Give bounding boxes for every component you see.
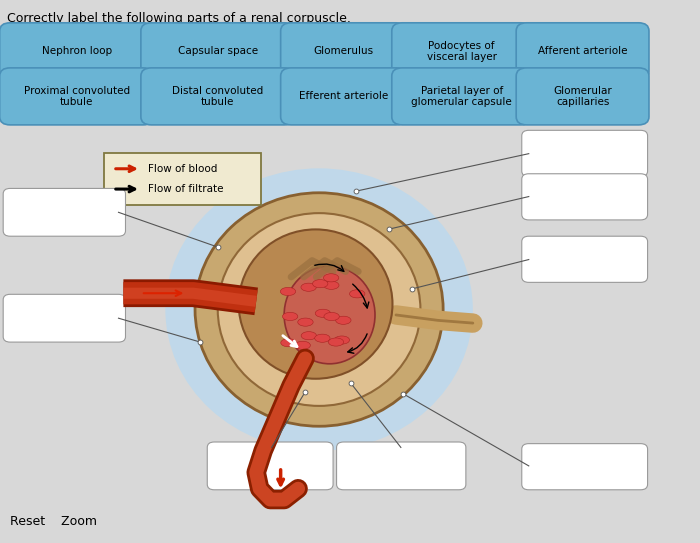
- FancyBboxPatch shape: [0, 23, 153, 80]
- FancyBboxPatch shape: [4, 188, 125, 236]
- Text: Proximal convoluted
tubule: Proximal convoluted tubule: [24, 86, 130, 107]
- Ellipse shape: [195, 193, 443, 426]
- Text: Efferent arteriole: Efferent arteriole: [299, 91, 388, 102]
- Text: Glomerular
capillaries: Glomerular capillaries: [553, 86, 612, 107]
- Text: Capsular space: Capsular space: [178, 46, 258, 56]
- Ellipse shape: [323, 274, 339, 282]
- FancyBboxPatch shape: [4, 294, 125, 342]
- FancyBboxPatch shape: [516, 68, 649, 125]
- Ellipse shape: [218, 213, 421, 406]
- Text: Distal convoluted
tubule: Distal convoluted tubule: [172, 86, 263, 107]
- FancyBboxPatch shape: [104, 153, 261, 205]
- FancyBboxPatch shape: [141, 68, 295, 125]
- Ellipse shape: [282, 312, 298, 320]
- FancyBboxPatch shape: [522, 130, 648, 176]
- Ellipse shape: [281, 339, 296, 347]
- Ellipse shape: [301, 332, 316, 340]
- Text: Flow of blood: Flow of blood: [148, 164, 217, 174]
- Text: Afferent arteriole: Afferent arteriole: [538, 46, 627, 56]
- FancyBboxPatch shape: [0, 68, 153, 125]
- Ellipse shape: [349, 290, 365, 298]
- FancyBboxPatch shape: [207, 442, 333, 490]
- Ellipse shape: [301, 283, 316, 291]
- Ellipse shape: [295, 341, 310, 349]
- Ellipse shape: [323, 281, 339, 289]
- Ellipse shape: [165, 168, 473, 451]
- Text: Correctly label the following parts of a renal corpuscle.: Correctly label the following parts of a…: [7, 12, 351, 25]
- FancyBboxPatch shape: [337, 442, 466, 490]
- FancyBboxPatch shape: [392, 23, 531, 80]
- Text: Flow of filtrate: Flow of filtrate: [148, 184, 223, 194]
- Ellipse shape: [284, 266, 375, 364]
- Ellipse shape: [334, 336, 349, 344]
- FancyBboxPatch shape: [281, 23, 407, 80]
- Ellipse shape: [298, 318, 313, 326]
- Text: Podocytes of
visceral layer: Podocytes of visceral layer: [427, 41, 497, 62]
- Ellipse shape: [324, 312, 340, 320]
- FancyBboxPatch shape: [522, 174, 648, 220]
- FancyBboxPatch shape: [141, 23, 295, 80]
- FancyBboxPatch shape: [392, 68, 531, 125]
- Text: Parietal layer of
glomerular capsule: Parietal layer of glomerular capsule: [412, 86, 512, 107]
- FancyBboxPatch shape: [281, 68, 407, 125]
- FancyBboxPatch shape: [522, 236, 648, 282]
- Ellipse shape: [336, 316, 351, 324]
- Text: Glomerulus: Glomerulus: [314, 46, 374, 56]
- Ellipse shape: [315, 309, 330, 317]
- Ellipse shape: [315, 334, 330, 342]
- Ellipse shape: [280, 287, 295, 295]
- Text: Nephron loop: Nephron loop: [41, 46, 111, 56]
- FancyBboxPatch shape: [522, 444, 648, 490]
- Ellipse shape: [239, 229, 393, 379]
- Ellipse shape: [328, 338, 344, 346]
- FancyBboxPatch shape: [516, 23, 649, 80]
- Text: Reset    Zoom: Reset Zoom: [10, 515, 97, 528]
- Ellipse shape: [312, 280, 328, 288]
